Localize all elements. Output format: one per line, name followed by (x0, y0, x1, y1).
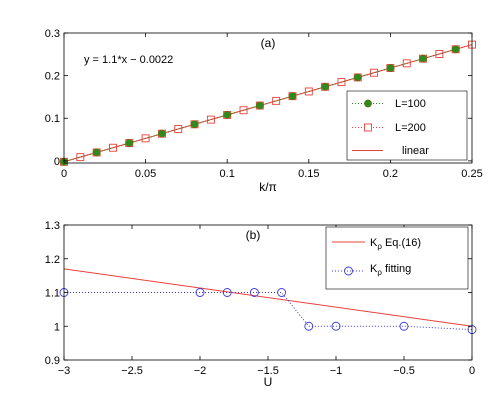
panel-b-y-tick-label: 0.9 (45, 355, 60, 367)
panel-b-label: (b) (246, 228, 261, 242)
panel-b-x-tick-label: −2 (194, 365, 207, 377)
panel-a-series-0-point (223, 111, 232, 119)
panel-a-y-tick-label: 0.1 (45, 113, 60, 125)
panel-b-legend-box (325, 226, 469, 290)
panel-a-series-1-point (141, 134, 150, 143)
panel-a-y-tick-label: 0.3 (45, 28, 60, 40)
legend-krho-fitting-rest: fitting (382, 263, 411, 275)
panel-b-x-tick-labels: −3 −2.5 −2 −1.5 −1 −0.5 0 (58, 365, 475, 377)
legend-l100-label: L=100 (395, 98, 426, 110)
legend-krho-fitting-sub: ρ (377, 268, 382, 277)
legend-krho-eq16-rest: Eq.(16) (382, 237, 421, 249)
legend-krho-eq16-label: Kρ Eq.(16) (370, 237, 421, 251)
panel-a: 0 0.1 0.2 0.3 0 0.05 0.1 0.15 0.2 0.25 (a) y = 1… (45, 28, 483, 194)
panel-b-series-clip (64, 268, 472, 331)
panel-b-series-1-point (222, 288, 232, 297)
panel-a-x-axis-label: k/π (259, 180, 277, 194)
panel-a-series-1-point (337, 78, 346, 87)
panel-a-y-tick-label: 0 (54, 156, 60, 168)
panel-b-series-1-point (277, 288, 287, 297)
panel-b-y-tick-label: 1.1 (45, 288, 60, 300)
panel-a-series-0-point (386, 64, 395, 72)
panel-a-y-tick-labels: 0 0.1 0.2 0.3 (45, 28, 60, 168)
legend-krho-eq16-sub: ρ (377, 242, 382, 251)
panel-a-series-0-point (451, 45, 460, 54)
panel-a-series-1-point (272, 96, 281, 105)
legend-entry-l200: L=200 (352, 122, 426, 134)
panel-a-series-1-point (239, 106, 248, 115)
panel-a-ticks (63, 32, 473, 163)
legend-krho-fitting-label: Kρ fitting (370, 263, 411, 277)
panel-b-series-1-point (304, 321, 314, 331)
panel-a-series-0-point (419, 54, 427, 63)
panel-b-y-tick-label: 1.3 (45, 220, 60, 232)
panel-a-x-tick-label: 0.15 (298, 168, 319, 180)
panel-a-series-1-point (174, 125, 183, 133)
panel-b-y-tick-labels: 0.9 1 1.1 1.2 1.3 (45, 220, 60, 367)
panel-b-y-tick-label: 1 (54, 321, 60, 333)
panel-a-y-tick-label: 0.2 (45, 71, 60, 83)
legend-l100-marker (364, 99, 372, 108)
panel-a-x-tick-label: 0 (61, 168, 67, 180)
panel-b-series (59, 268, 477, 335)
panel-a-x-tick-label: 0.05 (135, 168, 156, 180)
panel-b-series-1-point (195, 288, 205, 297)
panel-a-x-tick-label: 0.2 (383, 168, 398, 180)
legend-krho-fitting-marker (344, 266, 353, 276)
panel-a-series-0-point (92, 148, 101, 157)
panel-a-series-0-point (255, 101, 264, 110)
panel-a-series-1-point (370, 68, 379, 77)
panel-a-series-1-point (304, 87, 313, 96)
panel-a-series-1-point (435, 50, 444, 58)
panel-b-series-1-point (399, 321, 409, 331)
panel-a-series-0-point (158, 129, 166, 138)
panel-a-label: (a) (261, 36, 276, 50)
panel-a-x-tick-label: 0.25 (461, 168, 482, 180)
panel-b-legend: Kρ Eq.(16) Kρ fitting (325, 226, 469, 290)
legend-l200-marker (364, 123, 372, 132)
panel-b-series-1-point (331, 321, 341, 331)
legend-krho-eq16-k: K (370, 237, 378, 249)
legend-entry-krho-fitting: Kρ fitting (332, 263, 411, 277)
panel-a-series-0-point (321, 82, 330, 91)
panel-b-series-1-point (249, 288, 259, 297)
panel-b-series-1-line (64, 292, 472, 331)
panel-a-series-1-point (402, 59, 411, 68)
panel-b-x-tick-label: −0.5 (393, 365, 415, 377)
panel-b-x-tick-label: −3 (58, 365, 71, 377)
legend-entry-krho-eq16: Kρ Eq.(16) (332, 237, 421, 251)
panel-b-x-tick-label: −1.5 (257, 365, 279, 377)
panel-a-axes-frame (63, 32, 473, 164)
legend-entry-l100: L=100 (352, 98, 426, 110)
panel-a-x-tick-label: 0.1 (220, 168, 235, 180)
legend-linear-label: linear (402, 145, 429, 157)
panel-a-x-tick-labels: 0 0.05 0.1 0.15 0.2 0.25 (61, 168, 483, 180)
panel-b-y-tick-label: 1.2 (45, 254, 60, 266)
panel-b-x-tick-label: −1 (330, 365, 343, 377)
panel-a-legend: L=100 L=200 linear (346, 90, 468, 161)
legend-krho-fitting-k: K (370, 263, 378, 275)
panel-a-series-1-point (109, 143, 117, 152)
legend-l200-label: L=200 (395, 122, 426, 134)
panel-a-series-0-point (125, 139, 134, 147)
panel-a-series-1-point (76, 153, 85, 162)
panel-a-series-0-point (190, 120, 199, 129)
panel-a-series-0-point (288, 92, 297, 101)
panel-a-fit-annotation: y = 1.1*x − 0.0022 (84, 54, 173, 66)
panel-b-x-tick-label: 0 (469, 365, 475, 377)
panel-a-series-1-point (206, 115, 215, 124)
panel-b-x-axis-label: U (264, 375, 273, 389)
panel-b-x-tick-label: −2.5 (121, 365, 143, 377)
panel-b: 0.911.11.21.3 −3 −2.5 −2 −1.5 −1 −0.5 0 (b) U … (45, 220, 477, 389)
panel-b-series-0-line (64, 268, 472, 327)
legend-entry-linear: linear (352, 145, 429, 157)
panel-a-series-0-point (353, 73, 362, 82)
